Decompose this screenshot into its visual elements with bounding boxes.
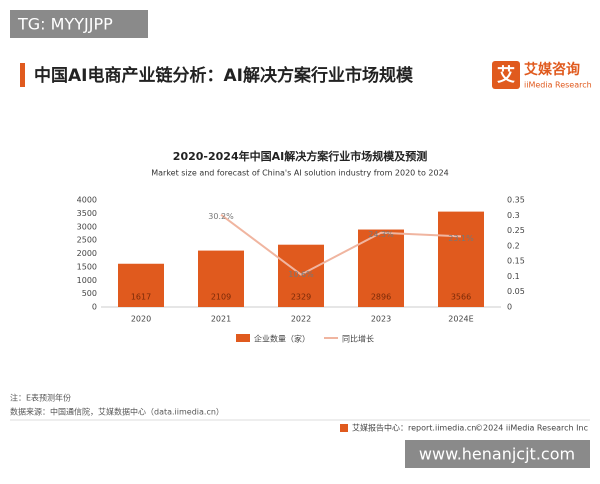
bar-value-label: 2896: [371, 293, 391, 302]
bar: [278, 244, 324, 307]
y2-tick-label: 0: [507, 303, 512, 312]
bar-value-label: 1617: [131, 293, 151, 302]
legend-label: 同比增长: [342, 334, 374, 344]
x-tick-label: 2020: [131, 315, 151, 324]
watermark: TG: MYYJJPP: [17, 15, 113, 34]
y2-tick-label: 0.25: [507, 226, 525, 235]
line: [220, 213, 462, 276]
line-value-label: 10.6%: [288, 270, 314, 279]
watermark: www.henanjcjt.com: [419, 445, 575, 464]
line-value-label: 24.3%: [368, 230, 394, 239]
y2-tick-label: 0.1: [507, 272, 520, 281]
x-tick-label: 2022: [291, 315, 311, 324]
line-value-label: 23.1%: [448, 234, 474, 243]
watermark-box: [405, 440, 590, 468]
footer-icon: [340, 424, 348, 432]
y-tick-label: 1000: [77, 276, 97, 285]
bar: [118, 263, 164, 307]
header-title: 中国AI电商产业链分析：AI解决方案行业市场规模: [34, 65, 414, 86]
footer-left: 艾媒报告中心：report.iimedia.cn: [352, 423, 476, 433]
bar: [198, 250, 244, 307]
y-tick-label: 2000: [77, 249, 97, 258]
chart-subtitle: Market size and forecast of China's AI s…: [151, 169, 449, 178]
bar-value-label: 2329: [291, 293, 311, 302]
y-tick-label: 4000: [77, 196, 97, 205]
y2-tick-label: 0.15: [507, 257, 525, 266]
footer-right: ©2024 iiMedia Research Inc: [475, 424, 588, 433]
x-tick-label: 2021: [211, 315, 231, 324]
y2-tick-label: 0.35: [507, 196, 525, 205]
bar: [438, 211, 484, 307]
watermark-box: [10, 10, 148, 38]
logo-char: 艾: [497, 64, 515, 86]
bar: [358, 229, 404, 307]
y-tick-label: 2500: [77, 236, 97, 245]
chart: 0 500 1000 1500 2000 2500 3000 3500 4000 0 0.05 0.1…: [77, 196, 525, 344]
y-tick-label: 1500: [77, 262, 97, 271]
logo-icon: [492, 61, 520, 89]
accent-bar: [20, 63, 25, 87]
line-value-label: 30.2%: [208, 212, 234, 221]
y2-tick-label: 0.3: [507, 211, 520, 220]
x-tick-label: 2023: [371, 315, 391, 324]
y-tick-label: 3000: [77, 222, 97, 231]
chart-title: 2020-2024年中国AI解决方案行业市场规模及预测: [173, 149, 427, 163]
legend-label: 企业数量（家）: [254, 334, 310, 344]
logo-name: 艾媒咨询: [524, 61, 580, 78]
legend-swatch: [236, 334, 250, 342]
y-tick-label: 3500: [77, 209, 97, 218]
bar-value-label: 2109: [211, 293, 231, 302]
y2-tick-label: 0.05: [507, 287, 525, 296]
y2-tick-label: 0.2: [507, 241, 520, 250]
y-tick-label: 500: [82, 289, 97, 298]
y-tick-label: 0: [92, 303, 97, 312]
source: 数据来源：中国通信院，艾媒数据中心（data.iimedia.cn）: [10, 407, 224, 417]
note: 注：E表预测年份: [10, 393, 71, 403]
logo-sub: iiMedia Research: [524, 81, 592, 90]
x-tick-label: 2024E: [448, 315, 473, 324]
bar-value-label: 3566: [451, 293, 471, 302]
